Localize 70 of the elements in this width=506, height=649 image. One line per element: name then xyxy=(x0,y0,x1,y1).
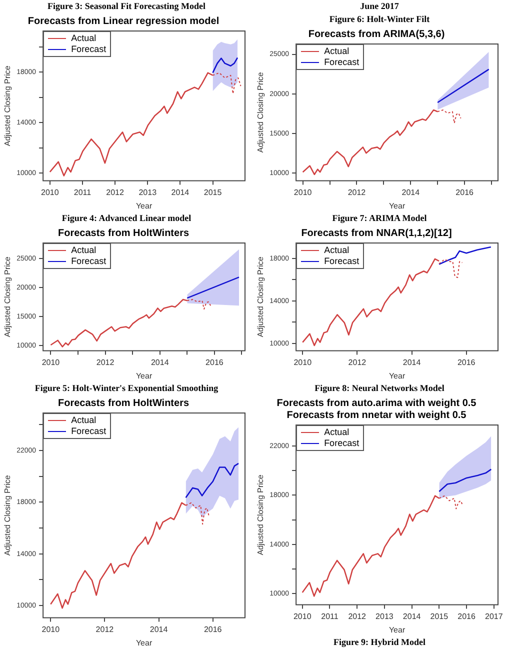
x-tick-label: 2013 xyxy=(376,612,394,621)
caption: Figure 4: Advanced Linear model xyxy=(62,213,192,224)
y-axis-title: Adjusted Closing Price xyxy=(256,256,266,338)
x-axis-title: Year xyxy=(136,201,152,210)
legend-label: Forecast xyxy=(71,256,106,266)
x-tick-label: 2017 xyxy=(484,612,504,621)
x-tick-label: 2010 xyxy=(42,624,60,634)
legend-label: Actual xyxy=(324,46,350,56)
chart-title: Forecasts from ARIMA(5,3,6) xyxy=(308,28,445,40)
chart-title: Forecasts from Linear regression model xyxy=(28,16,220,27)
legend-label: Forecast xyxy=(324,57,360,67)
x-axis-title: Year xyxy=(136,371,152,380)
legend-label: Forecast xyxy=(71,44,106,54)
legend-label: Forecast xyxy=(324,438,360,448)
legend-label: Actual xyxy=(324,245,350,255)
x-tick-label: 2010 xyxy=(294,358,312,367)
x-axis-title: Year xyxy=(388,625,406,634)
x-tick-label: 2010 xyxy=(42,358,60,367)
x-tick-label: 2012 xyxy=(348,612,367,621)
x-tick-label: 2012 xyxy=(96,624,114,634)
x-tick-label: 2014 xyxy=(171,188,190,197)
legend-label: Actual xyxy=(71,415,96,425)
x-tick-label: 2013 xyxy=(138,188,158,197)
y-axis-title: Adjusted Closing Price xyxy=(256,474,266,556)
x-tick-label: 2016 xyxy=(458,612,476,621)
caption: Figure 6: Holt-Winter Filt xyxy=(329,14,430,25)
x-tick-label: 2012 xyxy=(106,188,124,197)
x-tick-label: 2014 xyxy=(150,624,168,634)
text: June 2017 xyxy=(360,1,399,12)
x-tick-label: 2012 xyxy=(96,358,115,367)
caption: Figure 5: Holt-Winter's Exponential Smoothing xyxy=(34,383,218,394)
x-axis-title: Year xyxy=(388,371,406,380)
x-tick-label: 2012 xyxy=(348,188,366,197)
x-tick-label: 2015 xyxy=(204,188,222,197)
x-tick-label: 2011 xyxy=(74,188,92,197)
y-axis-title: Adjusted Closing Price xyxy=(3,256,12,338)
x-tick-label: 2016 xyxy=(204,624,222,634)
x-tick-label: 2016 xyxy=(456,188,474,197)
x-tick-label: 2010 xyxy=(293,612,312,621)
x-axis-title: Year xyxy=(388,201,406,210)
line-series xyxy=(438,258,463,278)
x-tick-label: 2016 xyxy=(457,358,476,367)
x-axis-title: Year xyxy=(136,638,152,648)
caption: Figure 7: ARIMA Model xyxy=(332,213,427,224)
x-tick-label: 2011 xyxy=(321,612,339,621)
x-tick-label: 2014 xyxy=(150,358,170,367)
chart-title: Forecasts from HoltWinters xyxy=(58,398,190,409)
chart-title: Forecasts from HoltWinters xyxy=(58,228,190,239)
legend-label: Actual xyxy=(71,33,96,43)
x-tick-label: 2014 xyxy=(402,612,422,621)
x-tick-label: 2015 xyxy=(430,612,449,621)
legend-label: Actual xyxy=(324,427,350,437)
legend-label: Forecast xyxy=(324,256,360,266)
x-tick-label: 2010 xyxy=(41,188,60,197)
x-tick-label: 2016 xyxy=(206,358,224,367)
caption: Figure 8: Neural Networks Model xyxy=(314,383,444,394)
y-axis-title: Adjusted Closing Price xyxy=(256,72,266,153)
caption: Figure 3: Seasonal Fit Forecasting Model xyxy=(48,1,206,12)
chart-title: Forecasts from auto.arima with weight 0.5 xyxy=(276,398,477,409)
y-axis-title: Adjusted Closing Price xyxy=(3,65,12,146)
caption: Figure 9: Hybrid Model xyxy=(333,637,426,648)
legend-label: Actual xyxy=(71,245,96,255)
x-tick-label: 2014 xyxy=(402,188,420,197)
chart-title: Forecasts from NNAR(1,1,2)[12] xyxy=(301,228,452,239)
x-tick-label: 2014 xyxy=(402,358,422,367)
legend-label: Forecast xyxy=(71,426,106,436)
x-tick-label: 2012 xyxy=(348,358,367,367)
y-axis-title: Adjusted Closing Price xyxy=(3,474,12,556)
x-tick-label: 2010 xyxy=(294,188,312,197)
chart-subtitle: Forecasts from nnetar with weight 0.5 xyxy=(286,410,467,421)
